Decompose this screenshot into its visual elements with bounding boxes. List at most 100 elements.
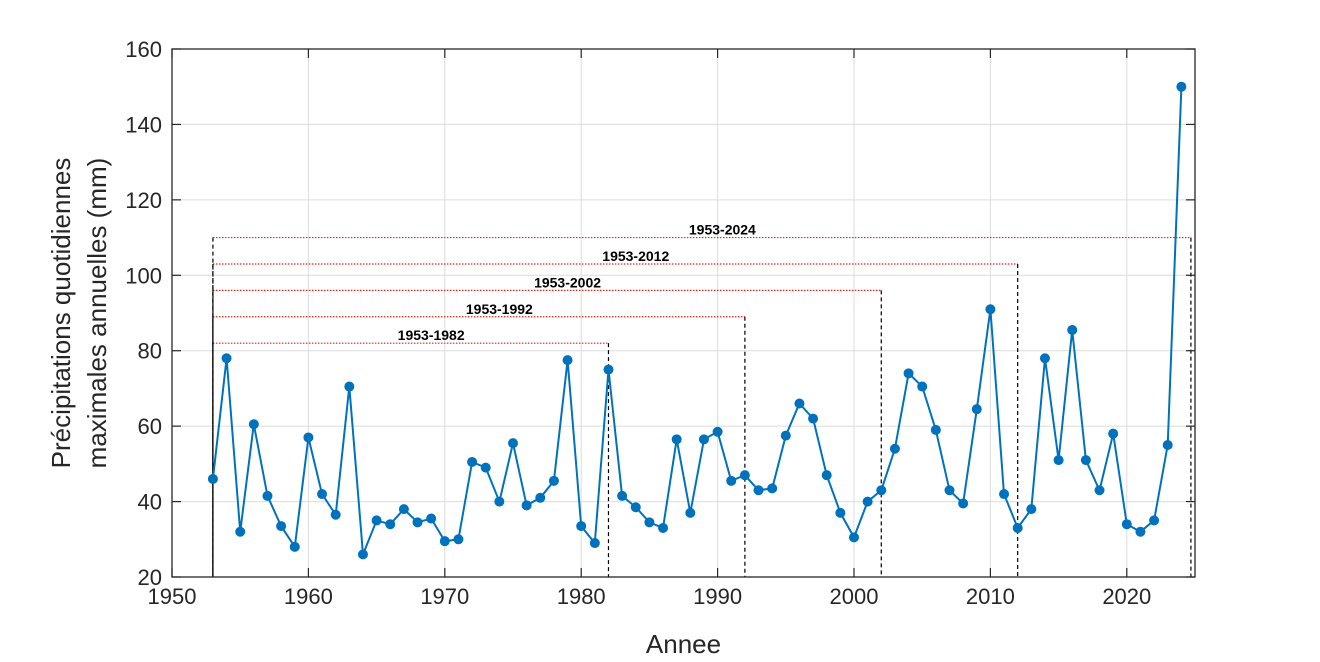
data-point (317, 489, 328, 500)
data-point (971, 404, 982, 415)
series-line (211, 86, 1183, 555)
data-point (917, 381, 928, 392)
x-tick-label: 2010 (966, 584, 1015, 609)
period-label: 1953-2012 (602, 248, 669, 264)
data-point (453, 534, 464, 545)
x-tick-label: 2000 (830, 584, 879, 609)
data-point (221, 353, 232, 364)
data-point (739, 470, 750, 481)
data-point (576, 521, 587, 532)
data-point (535, 492, 546, 503)
y-tick-label: 80 (138, 339, 162, 364)
x-axis-title: Annee (646, 629, 721, 659)
plot-frame (171, 48, 1196, 578)
x-tick-label: 1970 (420, 584, 469, 609)
grid (171, 48, 1195, 578)
data-point (726, 475, 737, 486)
data-point (494, 496, 505, 507)
data-point (658, 522, 669, 533)
data-point (276, 521, 287, 532)
data-point (1067, 324, 1078, 335)
data-point (439, 536, 450, 547)
data-point (385, 519, 396, 530)
period-label: 1953-1992 (466, 301, 533, 317)
data-point (289, 541, 300, 552)
data-point (644, 517, 655, 528)
data-point (698, 434, 709, 445)
data-point (1053, 455, 1064, 466)
data-point (303, 432, 314, 443)
x-tick-label: 1980 (557, 584, 606, 609)
data-point (248, 419, 259, 430)
data-point (1026, 504, 1037, 515)
y-tick-label: 120 (125, 188, 162, 213)
data-point (508, 438, 518, 449)
x-tick-label: 1990 (693, 584, 742, 609)
data-point (398, 504, 409, 515)
data-point (207, 473, 218, 484)
data-point (1162, 440, 1173, 450)
data-point (767, 483, 778, 494)
y-tick-label: 140 (125, 112, 162, 137)
y-tick-label: 160 (125, 37, 162, 62)
data-point (753, 485, 764, 496)
y-axis-title-line: Précipitations quotidiennes (46, 158, 76, 469)
data-point (930, 424, 941, 435)
data-point (1108, 428, 1119, 439)
data-point (630, 502, 641, 513)
period-label: 1953-1982 (398, 327, 465, 343)
period-label: 1953-2024 (689, 222, 756, 238)
data-point (958, 498, 969, 509)
data-point (903, 368, 914, 379)
data-point (808, 413, 819, 424)
axis-ticks: 1950 1960 1970 1980 1990 2000 2010 202020406080… (125, 37, 1195, 609)
data-point (876, 485, 887, 496)
data-point (330, 509, 341, 520)
data-point (794, 398, 805, 409)
data-point (1149, 515, 1160, 526)
y-axis-title: Précipitations quotidiennes maximales ann… (46, 158, 112, 469)
data-point (1094, 485, 1105, 496)
data-point (821, 470, 832, 481)
data-point (357, 549, 368, 560)
y-tick-label: 40 (138, 490, 162, 515)
x-tick-label: 2020 (1102, 584, 1151, 609)
data-point (589, 538, 600, 549)
data-point (1039, 353, 1050, 364)
period-label: 1953-2002 (534, 274, 601, 290)
data-point (1080, 455, 1091, 466)
data-point (889, 443, 900, 454)
series-layer (207, 81, 1187, 560)
y-tick-label: 100 (125, 263, 162, 288)
y-tick-label: 20 (138, 565, 162, 590)
data-point (944, 485, 955, 496)
data-point (467, 456, 478, 467)
data-point (862, 496, 873, 507)
data-point (480, 462, 491, 473)
data-point (562, 355, 573, 366)
data-point (235, 526, 246, 537)
data-point (985, 304, 996, 315)
data-point (371, 515, 382, 526)
data-point (1135, 526, 1146, 537)
data-point (671, 434, 682, 445)
data-point (603, 364, 614, 375)
data-point (780, 430, 791, 441)
data-point (1012, 522, 1023, 533)
y-tick-label: 60 (138, 414, 162, 439)
data-point (835, 507, 846, 518)
data-point (685, 507, 696, 518)
data-point (344, 381, 355, 392)
data-point (1176, 81, 1187, 92)
data-point (548, 475, 559, 486)
data-point (712, 426, 723, 437)
data-point (617, 490, 628, 501)
data-point (262, 490, 273, 501)
data-point (849, 532, 859, 543)
x-tick-label: 1950 (148, 584, 197, 609)
data-point (521, 500, 532, 511)
data-point (426, 513, 437, 524)
y-axis-title-line: maximales annuelles (mm) (82, 158, 112, 469)
data-point (999, 489, 1010, 500)
